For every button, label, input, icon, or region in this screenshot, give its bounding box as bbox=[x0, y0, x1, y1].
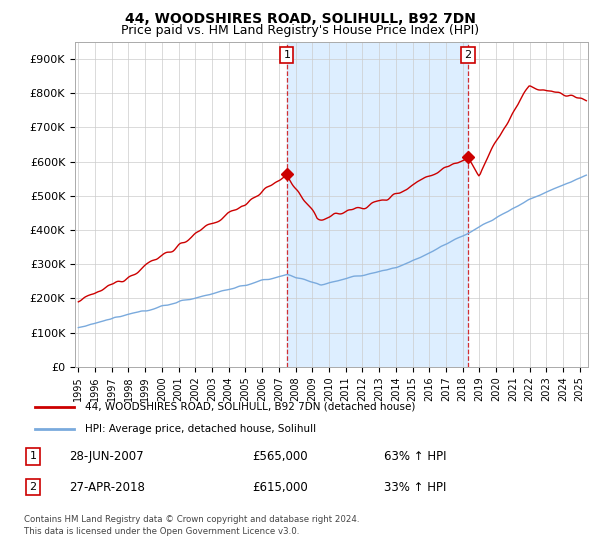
Text: This data is licensed under the Open Government Licence v3.0.: This data is licensed under the Open Gov… bbox=[24, 528, 299, 536]
Text: 2: 2 bbox=[464, 50, 472, 60]
Text: £615,000: £615,000 bbox=[252, 480, 308, 494]
Text: £565,000: £565,000 bbox=[252, 450, 308, 463]
Text: 2: 2 bbox=[29, 482, 37, 492]
Text: 63% ↑ HPI: 63% ↑ HPI bbox=[384, 450, 446, 463]
Text: Contains HM Land Registry data © Crown copyright and database right 2024.: Contains HM Land Registry data © Crown c… bbox=[24, 515, 359, 524]
Text: 44, WOODSHIRES ROAD, SOLIHULL, B92 7DN: 44, WOODSHIRES ROAD, SOLIHULL, B92 7DN bbox=[125, 12, 475, 26]
Text: 1: 1 bbox=[283, 50, 290, 60]
Text: HPI: Average price, detached house, Solihull: HPI: Average price, detached house, Soli… bbox=[85, 424, 316, 434]
Bar bbox=[287, 42, 468, 367]
Text: 27-APR-2018: 27-APR-2018 bbox=[69, 480, 145, 494]
Text: 33% ↑ HPI: 33% ↑ HPI bbox=[384, 480, 446, 494]
Text: 44, WOODSHIRES ROAD, SOLIHULL, B92 7DN (detached house): 44, WOODSHIRES ROAD, SOLIHULL, B92 7DN (… bbox=[85, 402, 415, 412]
Text: 28-JUN-2007: 28-JUN-2007 bbox=[69, 450, 143, 463]
Text: Price paid vs. HM Land Registry's House Price Index (HPI): Price paid vs. HM Land Registry's House … bbox=[121, 24, 479, 36]
Text: 1: 1 bbox=[29, 451, 37, 461]
